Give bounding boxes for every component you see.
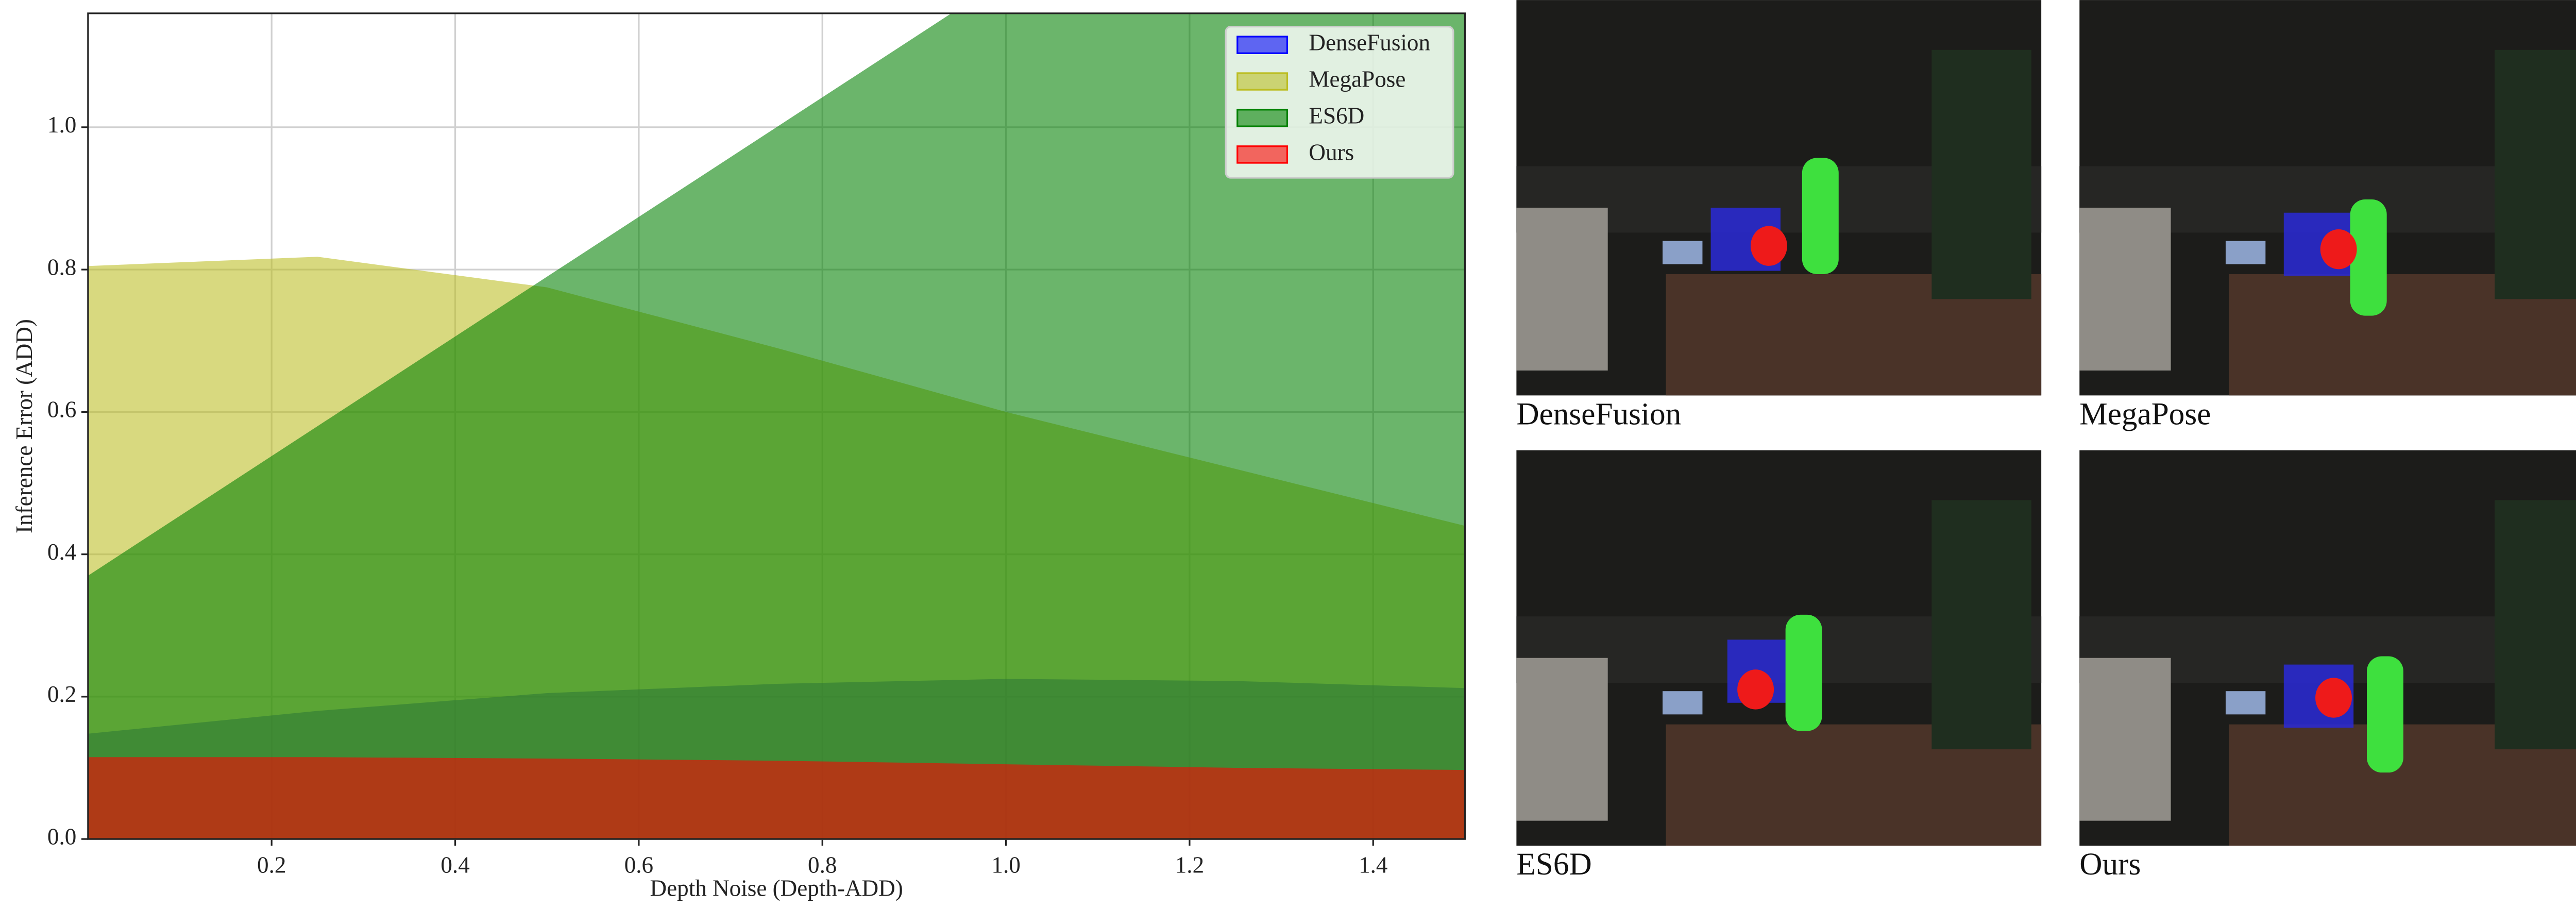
photo-machine bbox=[2079, 208, 2171, 371]
photo-machine bbox=[2079, 658, 2171, 821]
area bbox=[88, 757, 1465, 839]
x-axis-label: Depth Noise (Depth-ADD) bbox=[650, 875, 903, 901]
pose-bottle bbox=[1802, 158, 1839, 275]
legend-swatch bbox=[1236, 145, 1289, 164]
legend-swatch bbox=[1236, 36, 1289, 54]
panel-caption: DenseFusion bbox=[1516, 396, 1681, 431]
legend-swatch bbox=[1236, 109, 1289, 127]
x-tick-label: 1.4 bbox=[1359, 852, 1387, 878]
y-tick-label: 0.0 bbox=[47, 823, 76, 849]
photo-curtain bbox=[2495, 49, 2576, 299]
y-tick-label: 0.6 bbox=[47, 397, 76, 423]
x-tick-label: 0.2 bbox=[257, 852, 286, 878]
y-tick-label: 0.4 bbox=[47, 539, 76, 565]
photo-monitor bbox=[2225, 241, 2266, 264]
photo-curtain bbox=[1931, 500, 2031, 750]
axes-frame bbox=[87, 12, 1466, 840]
areas bbox=[88, 13, 1465, 839]
x-tick-label: 1.0 bbox=[991, 852, 1020, 878]
pose-bottle bbox=[2366, 656, 2403, 773]
legend-label: MegaPose bbox=[1309, 66, 1405, 92]
photo-machine bbox=[1516, 208, 1608, 371]
photo-curtain bbox=[1931, 49, 2031, 299]
pose-apple bbox=[2320, 229, 2357, 270]
y-axis-label: Inference Error (ADD) bbox=[11, 319, 37, 533]
pose-apple bbox=[1750, 226, 1787, 266]
pose-apple bbox=[2315, 678, 2352, 718]
photo-monitor bbox=[1663, 691, 1703, 715]
y-tick-label: 1.0 bbox=[47, 112, 76, 138]
pose-bottle bbox=[2350, 199, 2387, 316]
x-tick-label: 0.6 bbox=[624, 852, 653, 878]
y-tick-label: 0.2 bbox=[47, 681, 76, 707]
panel-caption: MegaPose bbox=[2079, 396, 2211, 431]
legend-label: DenseFusion bbox=[1309, 29, 1430, 55]
photo-grid: DenseFusion MegaPose ES6D Ours bbox=[1516, 0, 2576, 882]
panel-caption: ES6D bbox=[1516, 847, 1591, 882]
photo-machine bbox=[1516, 658, 1608, 821]
x-tick-label: 0.4 bbox=[440, 852, 469, 878]
panel-caption: Ours bbox=[2079, 847, 2141, 882]
x-tick-label: 1.2 bbox=[1175, 852, 1204, 878]
plot-area: 0.2 0.4 0.6 0.8 1.0 1.2 1.4 0.0 0.2 0.4 0.6 0.8 1.0 D… bbox=[11, 12, 1466, 901]
area bbox=[88, 13, 1465, 839]
legend-label: Ours bbox=[1309, 139, 1354, 165]
photo-monitor bbox=[2225, 691, 2266, 715]
pose-apple bbox=[1737, 669, 1774, 710]
legend-swatch bbox=[1236, 72, 1289, 91]
y-tick-label: 0.8 bbox=[47, 254, 76, 280]
photo-monitor bbox=[1663, 241, 1703, 264]
legend-label: ES6D bbox=[1309, 103, 1364, 128]
legend-box bbox=[1225, 26, 1454, 179]
x-tick-label: 0.8 bbox=[808, 852, 837, 878]
pose-bottle bbox=[1785, 614, 1822, 731]
photo-curtain bbox=[2495, 500, 2576, 750]
